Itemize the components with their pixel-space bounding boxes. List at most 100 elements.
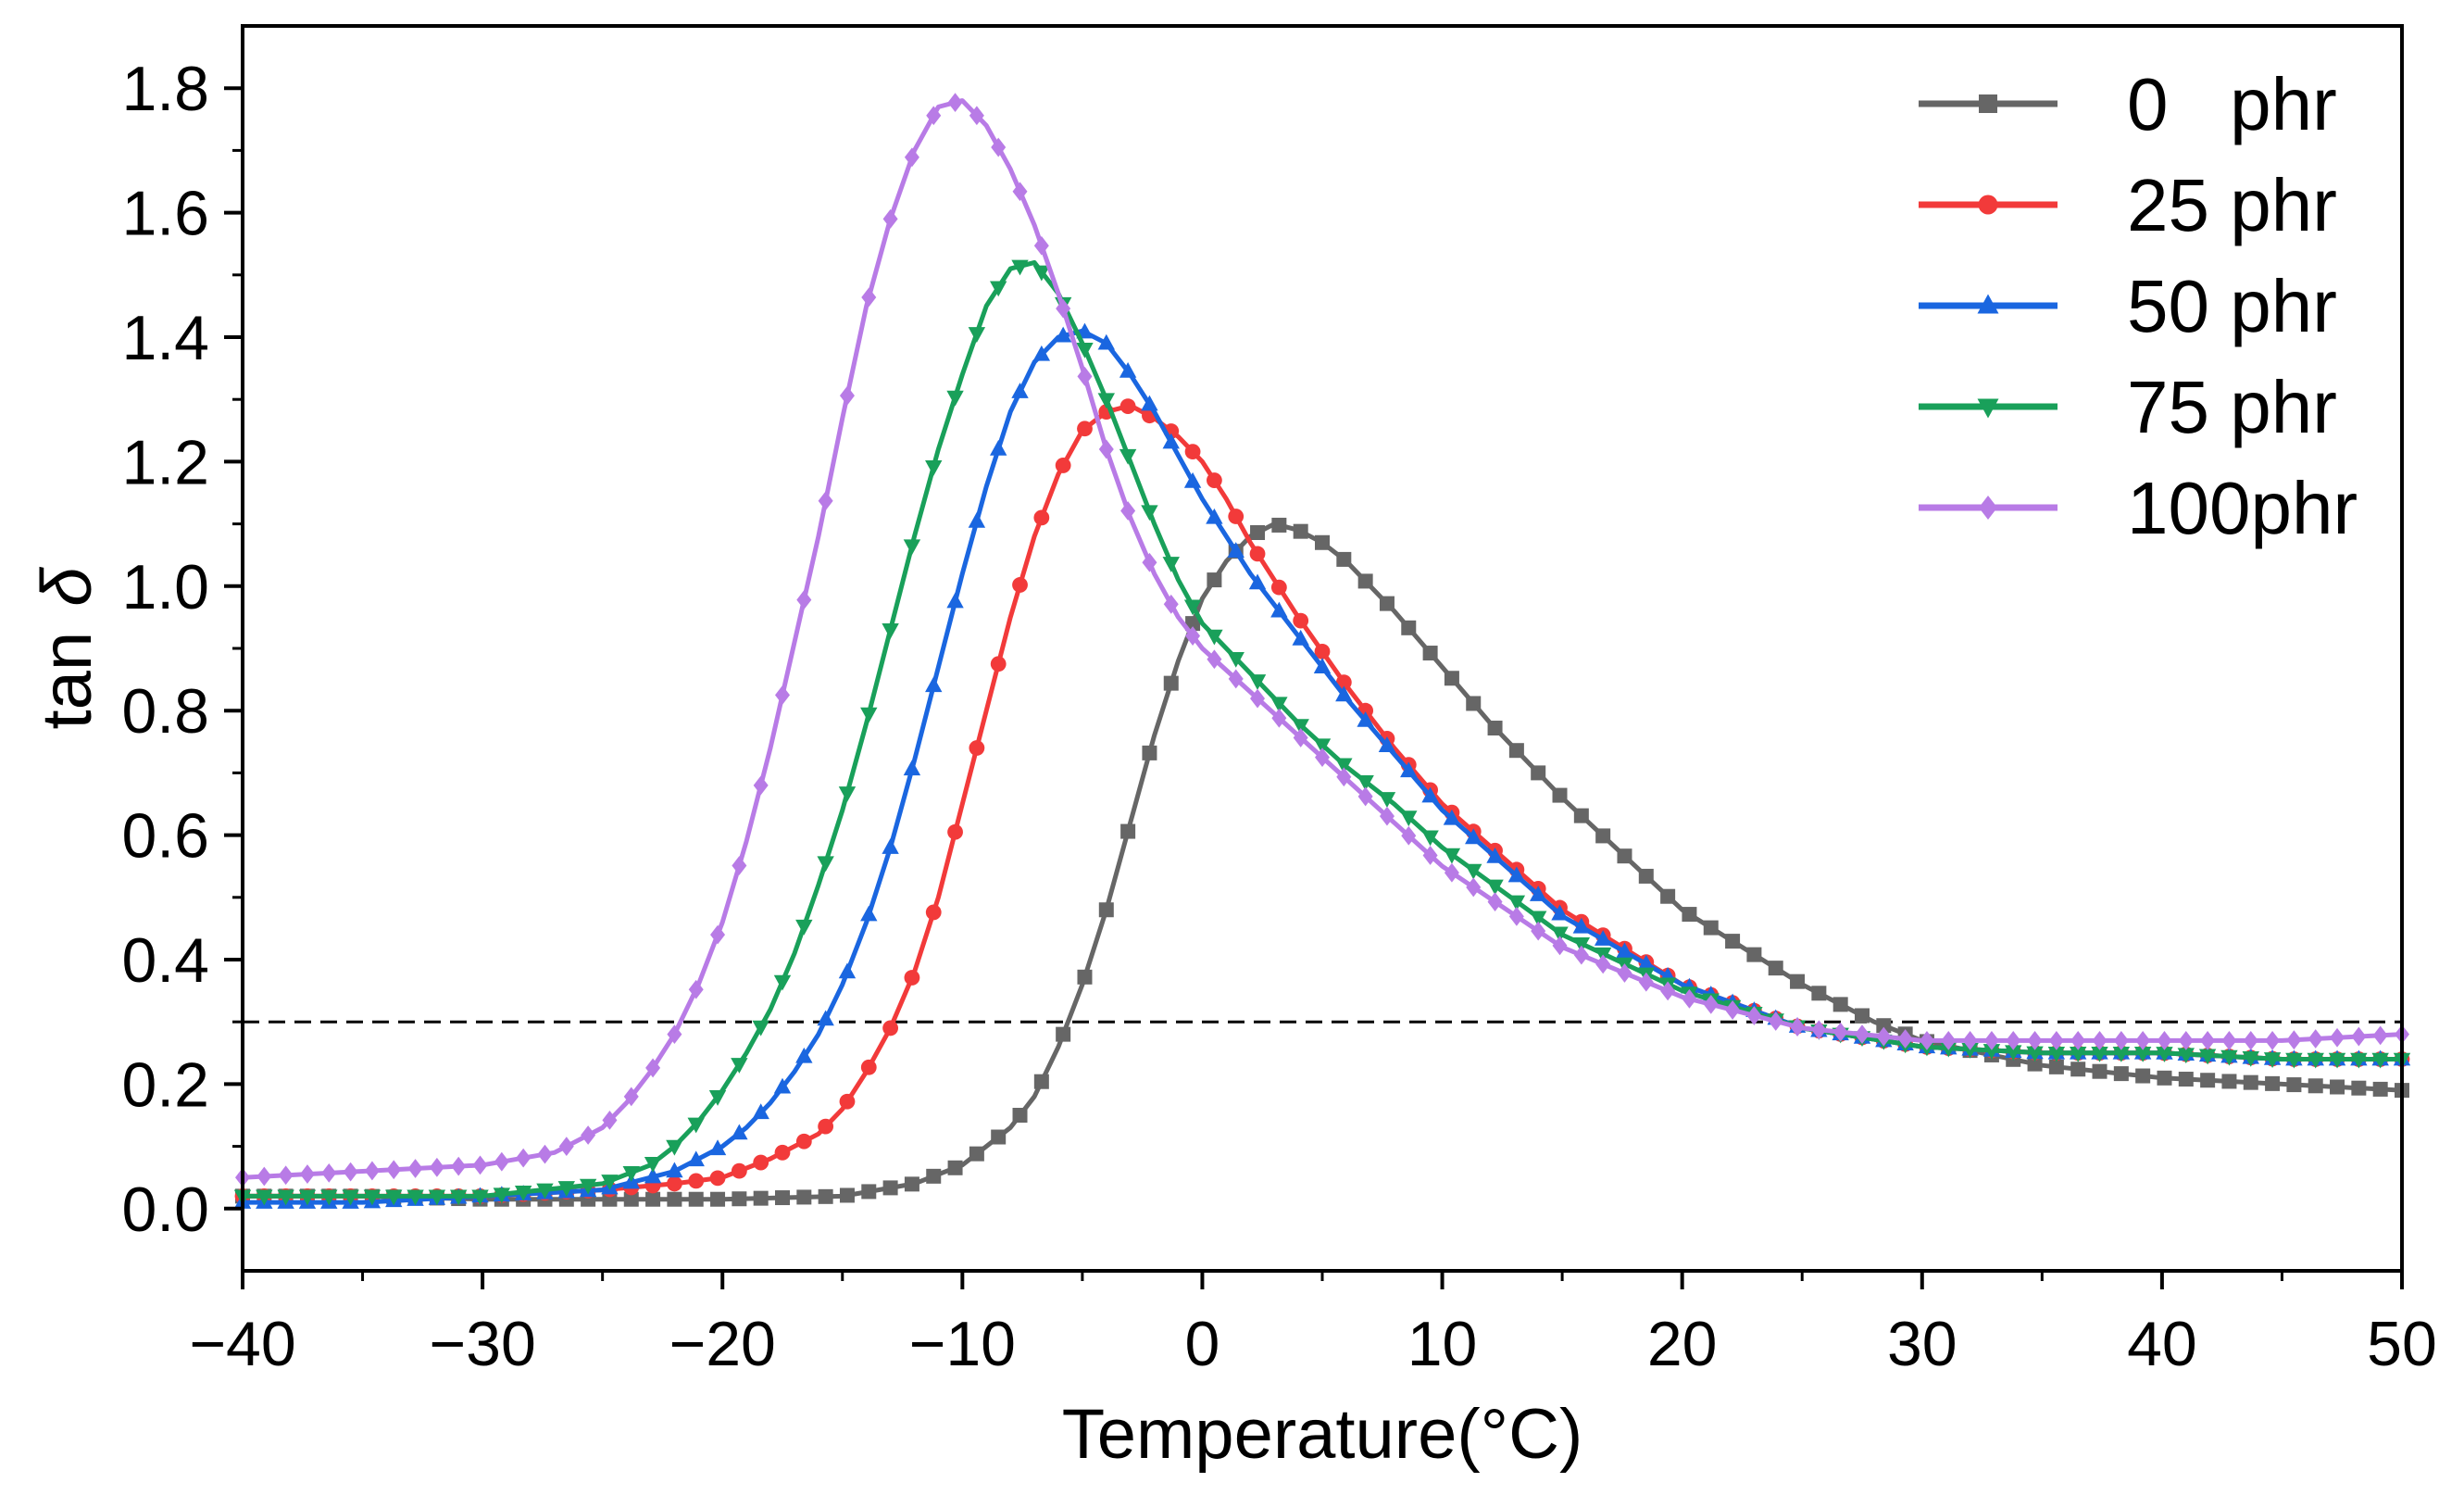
series-marker: [320, 1189, 338, 1206]
series-marker: [1637, 954, 1655, 971]
series-marker: [990, 656, 1007, 672]
series-marker: [1207, 472, 1222, 488]
series-marker: [2048, 1059, 2064, 1074]
series-marker: [2112, 1047, 2131, 1062]
series-marker: [969, 1146, 984, 1162]
series-marker: [1119, 398, 1136, 414]
series-marker: [1033, 509, 1050, 526]
series-1: [234, 398, 2410, 1204]
series-marker: [2091, 1047, 2108, 1062]
y-tick-label: 1.2: [121, 427, 209, 497]
series-marker: [1855, 1024, 1870, 1045]
series-marker: [2372, 1081, 2388, 1097]
series-marker: [926, 1168, 942, 1184]
series-marker: [581, 1125, 596, 1145]
series-marker: [860, 1059, 877, 1075]
series-marker: [2026, 1046, 2044, 1062]
series-marker: [407, 1159, 423, 1178]
series-marker: [969, 740, 985, 756]
series-marker: [1032, 345, 1051, 361]
series-marker: [1292, 719, 1309, 735]
series-marker: [256, 1189, 273, 1206]
series-marker: [2027, 1030, 2043, 1050]
series-marker: [969, 106, 984, 126]
legend-item: 50 phr: [1919, 265, 2337, 347]
series-marker: [2070, 1030, 2086, 1050]
x-tick-label: 40: [2127, 1309, 2197, 1379]
series-marker: [1444, 671, 1459, 686]
series-marker: [1183, 471, 1202, 488]
series-marker: [2330, 1027, 2345, 1048]
series-marker: [2157, 1030, 2172, 1050]
series-marker: [1142, 552, 1157, 572]
series-marker: [795, 1133, 812, 1150]
series-marker: [753, 1154, 769, 1171]
series-marker: [818, 491, 833, 511]
y-tick-label: 0.0: [121, 1175, 209, 1245]
series-marker: [1487, 721, 1503, 736]
series-marker: [2048, 1030, 2064, 1050]
series-marker: [558, 1137, 574, 1156]
series-marker: [1292, 629, 1309, 646]
series-marker: [925, 676, 943, 693]
series-marker: [1142, 745, 1157, 760]
series-marker: [1552, 936, 1568, 956]
series-marker: [386, 1160, 402, 1180]
series-marker: [1270, 697, 1288, 713]
legend-marker: [1977, 294, 1999, 314]
series-marker: [1443, 848, 1461, 864]
series-marker: [2328, 1052, 2346, 1069]
series-marker: [947, 823, 963, 840]
series-marker: [666, 1162, 683, 1178]
series-marker: [2286, 1077, 2302, 1093]
series-marker: [732, 856, 747, 875]
series-marker: [1313, 738, 1332, 755]
series-marker: [2371, 1052, 2389, 1069]
y-tick-label: 1.8: [121, 54, 209, 124]
x-tick-label: 30: [1887, 1309, 1957, 1379]
series-marker: [1832, 997, 1848, 1012]
series-marker: [903, 760, 921, 776]
series-marker: [1982, 1044, 2001, 1060]
series-marker: [514, 1185, 532, 1201]
series-marker: [1876, 1018, 1892, 1034]
series-marker: [1551, 926, 1569, 943]
series-marker: [688, 979, 704, 999]
series-marker: [1270, 601, 1288, 618]
series-marker: [1250, 525, 1266, 541]
series-marker: [1682, 907, 1697, 923]
series-marker: [775, 685, 790, 705]
series-marker: [1811, 1020, 1827, 1040]
series-marker: [1184, 444, 1201, 460]
series-marker: [708, 1139, 727, 1156]
series-marker: [2243, 1074, 2258, 1090]
series-marker: [667, 1191, 682, 1207]
series-marker: [2285, 1052, 2303, 1069]
series-marker: [1401, 825, 1417, 846]
series-marker: [1573, 945, 1589, 965]
y-axis-title: tan δ: [28, 567, 106, 730]
series-group: [233, 93, 2411, 1209]
series-marker: [667, 1175, 682, 1192]
y-tick-label: 1.6: [121, 179, 209, 249]
series-marker: [2265, 1075, 2281, 1091]
series-marker: [1572, 917, 1591, 934]
y-axis-title-text: tan: [28, 632, 106, 730]
series-marker: [343, 1162, 358, 1182]
series-marker: [1315, 534, 1330, 550]
series-marker: [1638, 972, 1654, 992]
series-marker: [667, 1024, 682, 1045]
series-marker: [687, 1117, 705, 1134]
series-marker: [299, 1164, 315, 1184]
series-marker: [1941, 1030, 1957, 1050]
series-marker: [1162, 557, 1180, 572]
series-marker: [623, 1191, 639, 1207]
series-marker: [1444, 862, 1459, 883]
series-marker: [990, 281, 1007, 297]
series-marker: [2005, 1045, 2022, 1062]
series-marker: [968, 327, 986, 343]
series-marker: [1207, 649, 1222, 670]
series-marker: [666, 1139, 683, 1156]
series-marker: [644, 1156, 662, 1173]
series-marker: [1507, 895, 1526, 911]
